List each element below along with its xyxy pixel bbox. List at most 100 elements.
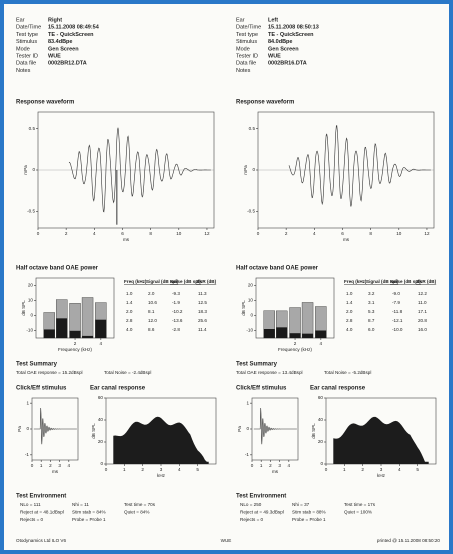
y-tick-label: 1 [26, 400, 29, 405]
x-tick-label: 2 [49, 463, 52, 468]
info-value: 83.4dBpe [48, 39, 72, 45]
table-cell: 16.0 [418, 327, 427, 332]
info-label: Notes [16, 68, 31, 74]
x-tick-label: 4 [398, 467, 401, 472]
table-cell: 3.2 [368, 291, 375, 296]
x-tick-label: 1 [123, 467, 126, 472]
noise-bar [95, 319, 107, 338]
x-axis-label: Frequency (kHz) [58, 347, 92, 352]
table-cell: -12.1 [392, 318, 403, 323]
y-axis-label: mPa [23, 165, 28, 175]
x-tick-label: 1 [260, 463, 263, 468]
y-tick-label: 20 [318, 439, 324, 444]
environment-item: Quiet = 84% [124, 510, 149, 515]
table-cell: 2.8 [346, 318, 353, 323]
x-tick-label: 0 [37, 231, 40, 236]
y-tick-label: -10 [246, 328, 253, 333]
y-tick-label: 0.5 [29, 126, 36, 131]
table-cell: 8.7 [368, 318, 375, 323]
table-cell: 25.6 [198, 318, 207, 323]
noise-bar [276, 327, 288, 338]
info-label: Stimulus [236, 39, 257, 45]
table-header: Signal (dB spl) [146, 279, 179, 284]
y-axis-label: Pa [237, 426, 242, 432]
table-header: Noise (dB spl) [170, 279, 201, 284]
environment-item: Rejects = 0 [240, 517, 264, 522]
section-title: Test Summary [16, 362, 58, 368]
y-tick-label: 0 [246, 426, 249, 431]
x-axis-label: ms [343, 237, 350, 242]
table-cell: 1.4 [126, 300, 133, 305]
y-tick-label: -1 [25, 452, 30, 457]
x-tick-label: 0 [31, 463, 34, 468]
y-tick-label: -1 [245, 452, 250, 457]
y-tick-label: 20 [98, 439, 104, 444]
environment-item: Reject at = 49.3dBspl [240, 510, 284, 515]
waveform-trace [288, 124, 431, 207]
environment-item: Probe = Probe 1 [72, 517, 106, 522]
info-value: TE - QuickScreen [268, 32, 314, 38]
y-tick-label: 0 [100, 461, 103, 466]
x-tick-label: 1 [40, 463, 43, 468]
table-header: Signal (dB spl) [366, 279, 399, 284]
info-label: Data file [236, 61, 256, 67]
x-tick-label: 3 [278, 463, 281, 468]
info-value: 0002BR12.DTA [48, 61, 87, 67]
x-tick-label: 2 [74, 341, 77, 346]
signal-bar [81, 297, 94, 339]
x-tick-label: 12 [424, 231, 430, 236]
summary-item: Total Noise = -5.2dBspl [324, 370, 371, 375]
y-axis-label: mPa [243, 165, 248, 175]
environment-item: Stim stab = 88% [292, 510, 326, 515]
environment-item: Quiet = 100% [344, 510, 372, 515]
y-tick-label: 10 [248, 298, 254, 303]
footer-left: Otodynamics Ltd ILO V6 [16, 538, 66, 543]
y-tick-label: -10 [26, 328, 33, 333]
x-tick-label: 2 [361, 467, 364, 472]
y-axis-label: Pa [17, 426, 22, 432]
section-title: Test Summary [236, 362, 278, 368]
info-label: Ear [16, 17, 25, 23]
table-cell: 12.0 [148, 318, 157, 323]
x-tick-label: 6 [341, 231, 344, 236]
y-tick-label: 40 [98, 417, 104, 422]
info-value: 0002BR16.DTA [268, 61, 307, 67]
table-header: Freq (kHz) [124, 279, 147, 284]
noise-bar [56, 318, 68, 338]
info-label: Mode [236, 46, 250, 52]
environment-item: Test time = 17s [344, 502, 376, 507]
x-tick-label: 0 [251, 463, 254, 468]
info-label: Notes [236, 68, 251, 74]
summary-item: Total OAE response = 13.4dBspl [236, 370, 303, 375]
noise-bar [43, 329, 55, 338]
table-cell: -13.6 [172, 318, 183, 323]
x-tick-label: 2 [285, 231, 288, 236]
x-tick-label: 4 [68, 463, 71, 468]
x-tick-label: 1 [343, 467, 346, 472]
table-cell: 2.0 [126, 309, 133, 314]
section-title: Test Environment [236, 494, 286, 500]
y-axis-label: dB SPL [91, 423, 96, 439]
table-cell: 1.0 [346, 291, 353, 296]
x-tick-label: 2 [294, 341, 297, 346]
environment-item: Test time = 70s [124, 502, 156, 507]
table-cell: 12.5 [198, 300, 207, 305]
x-tick-label: 3 [160, 467, 163, 472]
x-tick-label: 4 [178, 467, 181, 472]
info-value: Right [48, 17, 62, 23]
environment-item: Reject at = 48.1dBspl [20, 510, 64, 515]
x-axis-label: kHz [157, 473, 166, 478]
info-value: WUE [48, 53, 61, 59]
info-label: Mode [16, 46, 30, 52]
x-tick-label: 4 [93, 231, 96, 236]
table-cell: 6.0 [368, 327, 375, 332]
noise-bar [302, 333, 314, 338]
table-cell: 11.3 [198, 291, 207, 296]
noise-bar [315, 330, 327, 338]
table-cell: 8.1 [148, 309, 155, 314]
x-tick-label: 0 [325, 467, 328, 472]
canal-response-area [113, 416, 209, 464]
